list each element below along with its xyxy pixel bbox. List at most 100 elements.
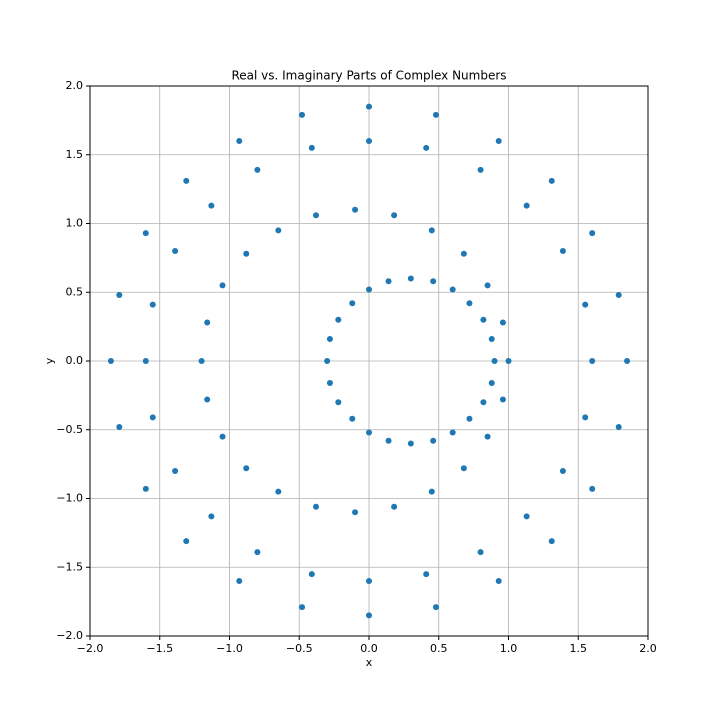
point [589,485,596,492]
point [116,292,123,298]
point [430,278,437,285]
point [204,319,211,326]
point [366,103,372,110]
point [582,301,589,308]
point [480,399,487,406]
point [326,336,333,342]
point [523,513,530,520]
point [349,415,356,422]
point [466,415,473,422]
point [243,250,250,257]
point [204,396,211,403]
chart-title: Real vs. Imaginary Parts of Complex Numb… [231,69,506,83]
point [142,485,149,492]
x-axis-label: x [366,656,373,669]
point [324,358,331,364]
y-tick-label: −1.5 [56,560,83,573]
x-tick-label: 2.0 [639,642,657,655]
point [624,358,631,364]
point [449,286,456,293]
point [484,433,491,440]
point [385,278,392,285]
x-tick-label: 0.0 [360,642,378,655]
point [326,380,333,386]
x-tick-label: −2.0 [77,642,104,655]
point [430,437,437,444]
point [615,292,622,298]
point [391,212,398,219]
point [172,248,179,254]
point [428,227,435,234]
point [116,424,123,430]
point [335,316,342,323]
point [523,202,530,209]
point [495,578,502,584]
point [366,578,372,584]
point [208,513,215,520]
point [312,503,319,510]
x-tick-label: 1.0 [500,642,518,655]
point [335,399,342,406]
point [183,177,190,184]
point [385,437,392,444]
point [149,414,156,421]
point [366,138,372,144]
x-tick-label: −1.5 [146,642,173,655]
y-tick-label: −1.0 [56,492,83,505]
point [559,248,566,254]
x-tick-label: −0.5 [286,642,313,655]
point [499,319,506,326]
point [352,206,359,213]
point [219,282,226,289]
point [275,227,282,234]
y-axis-label: y [43,357,56,364]
y-tick-label: 0.5 [66,285,84,298]
point [423,571,430,578]
point [142,358,149,364]
point [107,358,114,364]
point [407,275,414,282]
point [477,549,484,556]
point [275,488,282,495]
point [460,465,467,472]
point [449,429,456,436]
x-tick-label: 1.5 [570,642,588,655]
y-tick-label: 1.5 [66,148,84,161]
point [142,230,149,237]
x-tick-label: 0.5 [430,642,448,655]
point [432,604,439,611]
point [615,424,622,430]
point [505,358,512,364]
point [219,433,226,440]
point [312,212,319,219]
point [308,571,315,578]
y-tick-label: −2.0 [56,629,83,642]
point [559,468,566,474]
point [407,440,414,447]
point [423,144,430,151]
point [198,358,205,364]
point [366,612,372,619]
y-tick-label: 2.0 [66,79,84,92]
point [208,202,215,209]
point [488,336,495,342]
point [480,316,487,323]
point [391,503,398,510]
point [499,396,506,403]
point [428,488,435,495]
point [349,300,356,307]
point [589,230,596,237]
point [582,414,589,421]
point [254,166,261,173]
point [466,300,473,307]
point [254,549,261,556]
point [236,578,243,584]
point [460,250,467,257]
y-tick-label: 0.0 [66,354,84,367]
point [548,177,555,184]
plot-frame [89,85,649,637]
point [299,604,306,611]
point [308,144,315,151]
y-tick-label: −0.5 [56,423,83,436]
